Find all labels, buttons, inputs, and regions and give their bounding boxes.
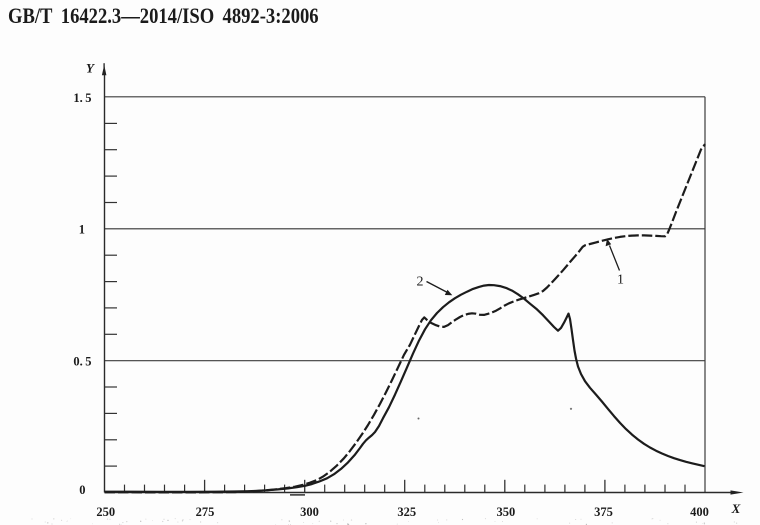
svg-text:2: 2 — [417, 275, 424, 290]
svg-text:275: 275 — [196, 505, 215, 519]
svg-text:250: 250 — [96, 505, 115, 519]
svg-text:1: 1 — [79, 223, 85, 237]
svg-text:325: 325 — [397, 505, 416, 519]
svg-text:0: 0 — [79, 483, 85, 497]
svg-text:1. 5: 1. 5 — [73, 91, 91, 105]
svg-text:400: 400 — [690, 505, 709, 519]
svg-text:0. 5: 0. 5 — [73, 355, 91, 369]
svg-text:300: 300 — [300, 505, 319, 519]
svg-text:350: 350 — [497, 505, 516, 519]
svg-text:Y: Y — [86, 61, 95, 76]
svg-text:1: 1 — [617, 273, 624, 288]
svg-text:375: 375 — [594, 505, 613, 519]
svg-text:X: X — [731, 501, 741, 516]
